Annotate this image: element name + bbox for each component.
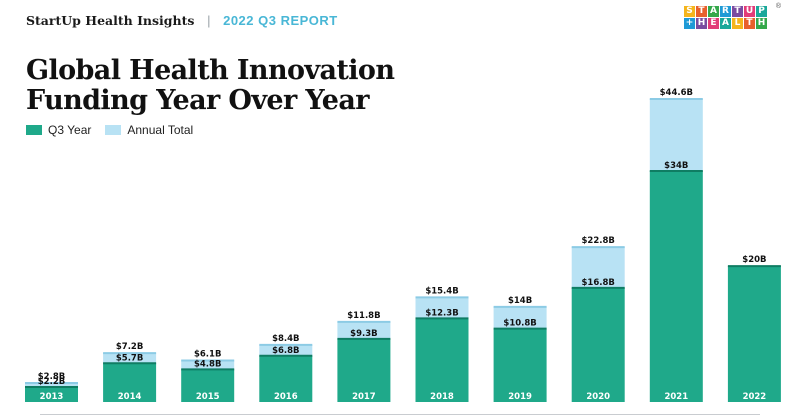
annual-total-value-label: $44.6B: [660, 88, 693, 98]
logo-letter-tile: U: [744, 6, 755, 17]
logo-letter-tile: T: [732, 6, 743, 17]
q3-year-value-label: $16.8B: [582, 278, 615, 288]
q3-year-bar: [493, 328, 547, 402]
legend-item-annual: Annual Total: [105, 123, 193, 137]
annual-total-value-label: $6.1B: [194, 350, 221, 360]
annual-total-value-label: $11.8B: [347, 311, 380, 321]
q3-year-bar: [727, 266, 781, 402]
q3-year-bar: [181, 369, 235, 402]
brand-name: StartUp Health Insights: [26, 13, 195, 28]
q3-year-value-label: $12.3B: [425, 308, 458, 318]
logo-letter-tile: E: [708, 18, 719, 29]
legend-label-q3: Q3 Year: [48, 123, 92, 137]
q3-year-bar: [103, 363, 157, 402]
q3-year-value-label: $5.7B: [116, 353, 143, 363]
annual-total-bar-segment: [25, 382, 78, 388]
legend-item-q3: Q3 Year: [26, 123, 91, 137]
header-separator: |: [207, 13, 211, 28]
chart-title-line-1: Global Health Innovation: [26, 55, 395, 86]
legend-swatch-annual: [105, 125, 122, 135]
logo-letter-tile: L: [732, 18, 743, 29]
logo-letter-tile: T: [744, 18, 755, 29]
chart-legend: Q3 Year Annual Total: [26, 123, 207, 137]
x-axis-year-label: 2019: [508, 392, 532, 402]
logo-letter-tile: R: [720, 6, 731, 17]
x-axis-year-label: 2022: [743, 392, 767, 402]
x-axis-year-label: 2021: [664, 392, 688, 402]
annual-total-bar-segment: [181, 360, 235, 370]
logo-letter-tile: A: [720, 18, 731, 29]
chart-title: Global Health Innovation Funding Year Ov…: [26, 55, 395, 116]
logo-row-health: + H E A L T H: [684, 18, 781, 30]
q3-year-bar: [649, 171, 703, 402]
logo-letter-tile: H: [756, 18, 767, 29]
annual-total-bar-segment: [103, 353, 157, 364]
q3-year-value-label: $6.8B: [272, 346, 299, 356]
q3-year-bar: [25, 387, 78, 402]
x-axis-year-label: 2017: [352, 392, 376, 402]
q3-year-value-label: $2.2B: [38, 377, 65, 387]
legend-label-annual: Annual Total: [127, 123, 194, 137]
q3-year-bar: [259, 355, 313, 402]
footnote-divider: [40, 414, 760, 415]
logo-letter-tile: +: [684, 18, 695, 29]
logo-letter-tile: A: [708, 6, 719, 17]
logo-letter-tile: H: [696, 18, 707, 29]
annual-total-bar-segment: [649, 99, 703, 172]
q3-year-value-label: $20B: [742, 255, 766, 265]
x-axis-year-label: 2013: [40, 392, 64, 402]
annual-total-value-label: $22.8B: [582, 236, 615, 246]
logo-letter-tile: T: [696, 6, 707, 17]
logo-registered-mark: ®: [775, 3, 781, 10]
q3-year-bar: [415, 318, 469, 402]
annual-total-bar-segment: [337, 321, 391, 339]
annual-total-bar-segment: [571, 247, 625, 288]
q3-year-bar: [571, 287, 625, 402]
annual-total-value-label: $7.2B: [116, 342, 143, 352]
logo-letter-tile: P: [756, 6, 767, 17]
annual-total-bar-segment: [259, 344, 313, 356]
q3-year-value-label: $4.8B: [194, 359, 221, 369]
annual-total-value-label: $2.8B: [38, 372, 65, 382]
annual-total-value-label: $14B: [508, 296, 532, 306]
q3-year-bar: [337, 338, 391, 402]
annual-total-value-label: $15.4B: [425, 286, 458, 296]
x-axis-year-label: 2016: [274, 392, 298, 402]
annual-total-bar-segment: [493, 306, 547, 329]
annual-total-bar-segment: [415, 297, 469, 319]
annual-total-value-label: $8.4B: [272, 334, 299, 344]
legend-swatch-q3: [26, 125, 42, 135]
x-axis-year-label: 2018: [430, 392, 454, 402]
report-header: StartUp Health Insights | 2022 Q3 REPORT: [26, 13, 338, 28]
q3-year-value-label: $10.8B: [503, 319, 536, 329]
x-axis-year-label: 2015: [196, 392, 220, 402]
x-axis-year-label: 2014: [118, 392, 142, 402]
chart-title-line-2: Funding Year Over Year: [26, 85, 369, 116]
q3-year-value-label: $34B: [664, 161, 688, 171]
x-axis-year-label: 2020: [586, 392, 610, 402]
logo-letter-tile: S: [684, 6, 695, 17]
report-label: 2022 Q3 REPORT: [223, 13, 338, 28]
q3-year-value-label: $9.3B: [350, 329, 377, 339]
